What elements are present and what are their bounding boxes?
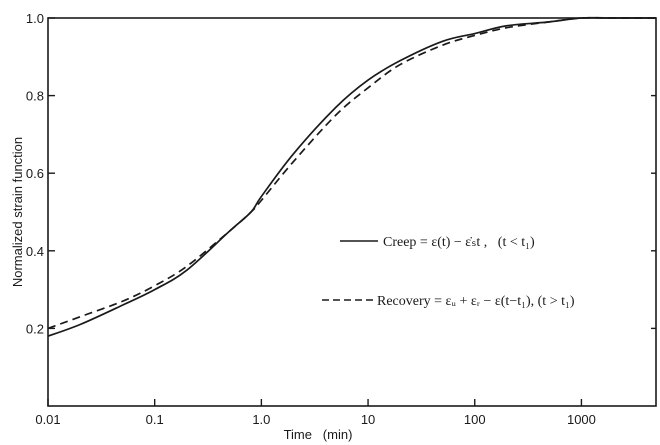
x-tick-label: 1.0 [252, 412, 270, 427]
x-axis: 0.01 0.1 1.0 10 100 1000 [35, 399, 596, 427]
legend-label-recovery: Recovery = εᵤ + εᵣ − ε(t−t₁), (t > t₁) [377, 294, 575, 309]
y-tick-label: 0.4 [26, 244, 44, 259]
x-tick-label: 100 [464, 412, 486, 427]
legend: Creep = ε(t) − ε̇ₛt , (t < t₁) Recovery … [322, 235, 575, 309]
x-axis-title: Time (min) [284, 427, 353, 442]
series-layer [47, 16, 656, 337]
recovery-curve [47, 16, 656, 330]
legend-label-creep: Creep = ε(t) − ε̇ₛt , (t < t₁) [383, 235, 535, 250]
y-axis-title: Normalized strain function [10, 137, 25, 287]
y-tick-label: 0.8 [26, 89, 44, 104]
y-axis: 0.2 0.4 0.6 0.8 1.0 [26, 11, 656, 336]
y-tick-label: 0.6 [26, 166, 44, 181]
x-tick-label: 0.01 [35, 412, 60, 427]
x-tick-label: 1000 [567, 412, 596, 427]
x-tick-label: 10 [361, 412, 375, 427]
x-tick-label: 0.1 [146, 412, 164, 427]
y-tick-label: 0.2 [26, 321, 44, 336]
creep-curve [47, 16, 656, 337]
plot-frame [47, 17, 657, 407]
y-tick-label: 1.0 [26, 11, 44, 26]
